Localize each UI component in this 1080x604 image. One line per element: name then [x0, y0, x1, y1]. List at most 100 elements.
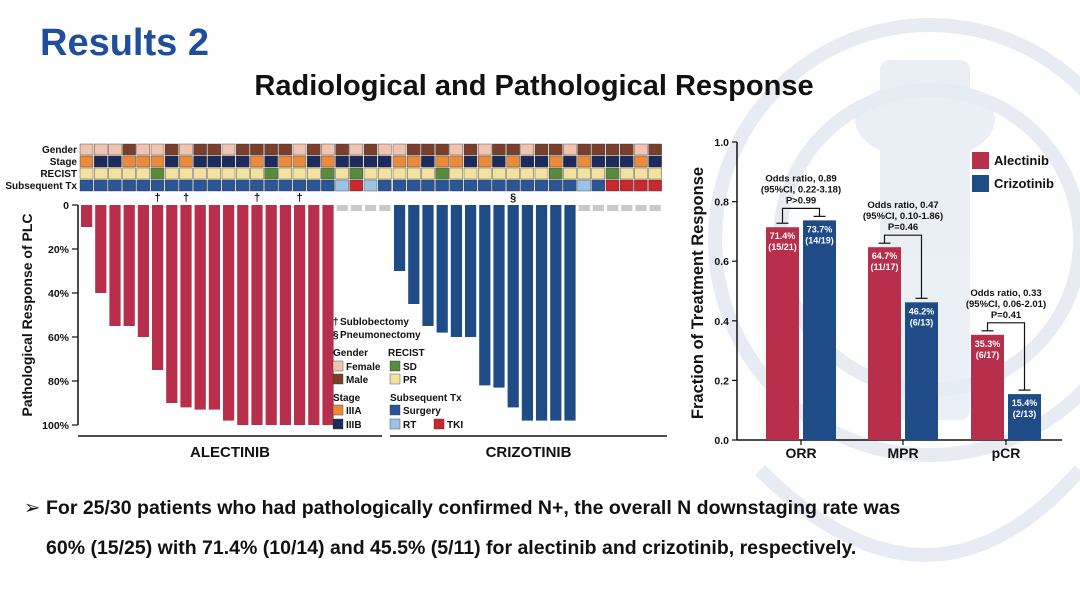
track-cell-stage	[164, 155, 179, 168]
not-evaluated-marker	[592, 205, 604, 211]
legend-swatch	[332, 418, 344, 430]
track-cell-recist	[634, 167, 648, 180]
track-cell-stage	[235, 155, 250, 168]
surgery-mark: †	[155, 192, 161, 204]
track-cell-tx	[93, 179, 108, 192]
slide-title: Radiological and Pathological Response	[254, 70, 814, 102]
legend-item: Male	[346, 375, 369, 386]
waterfall-bar	[493, 205, 505, 388]
track-cell-recist	[378, 167, 392, 180]
bullet-arrow-icon: ➢	[24, 497, 41, 519]
track-cell-tx	[307, 179, 321, 192]
waterfall-bar	[422, 205, 434, 326]
not-evaluated-marker	[336, 205, 348, 211]
track-cell-stage	[463, 155, 478, 168]
waterfall-bar	[294, 205, 306, 425]
not-evaluated-marker	[350, 205, 362, 211]
track-cell-stage	[278, 155, 292, 168]
response-bar-value-label: 15.4%	[1012, 398, 1038, 408]
track-cell-tx	[207, 179, 222, 192]
track-cell-recist	[164, 167, 179, 180]
track-cell-stage	[421, 155, 435, 168]
track-cell-tx	[620, 179, 634, 192]
response-bar-value-label: 73.7%	[807, 224, 833, 234]
track-cell-tx	[407, 179, 421, 192]
track-cell-gender	[108, 143, 122, 156]
response-bar	[971, 334, 1004, 440]
track-cell-gender	[492, 143, 506, 156]
track-cell-gender	[421, 143, 435, 156]
legend-title: Gender	[333, 348, 368, 359]
track-cell-gender	[549, 143, 563, 156]
track-cell-tx	[534, 179, 549, 192]
track-cell-tx	[235, 179, 250, 192]
response-bar-value-label: 46.2%	[909, 306, 935, 316]
track-cell-gender	[378, 143, 392, 156]
waterfall-bar	[550, 205, 562, 421]
response-legend-label: Crizotinib	[994, 176, 1054, 191]
track-cell-recist	[648, 167, 662, 180]
response-bar-count-label: (15/21)	[768, 242, 797, 252]
track-cell-tx	[463, 179, 478, 192]
surgery-mark: †	[183, 192, 189, 204]
track-cell-gender	[307, 143, 321, 156]
track-cell-gender	[591, 143, 605, 156]
waterfall-y-tick-label: 20%	[48, 244, 70, 256]
response-y-tick-label: 0.8	[714, 197, 729, 209]
track-cell-tx	[392, 179, 407, 192]
waterfall-y-tick-label: 60%	[48, 332, 70, 344]
track-cell-gender	[164, 143, 179, 156]
waterfall-bar	[109, 205, 121, 326]
track-cell-tx	[449, 179, 463, 192]
track-cell-gender	[392, 143, 407, 156]
track-cell-gender	[620, 143, 634, 156]
waterfall-bar	[166, 205, 178, 403]
waterfall-bar	[265, 205, 277, 425]
odds-ratio-label: Odds ratio, 0.33	[970, 288, 1041, 299]
confidence-interval-label: (95%CI, 0.06-2.01)	[966, 299, 1046, 310]
waterfall-y-tick-label: 80%	[48, 376, 70, 388]
track-cell-recist	[478, 167, 492, 180]
waterfall-bar	[521, 205, 533, 421]
waterfall-bar	[465, 205, 477, 337]
track-cell-gender	[634, 143, 648, 156]
response-y-tick-label: 0.0	[714, 435, 729, 447]
track-cell-gender	[449, 143, 463, 156]
response-bar	[803, 220, 836, 440]
track-cell-tx	[577, 179, 591, 192]
track-cell-stage	[108, 155, 122, 168]
track-cell-recist	[577, 167, 591, 180]
track-cell-tx	[264, 179, 278, 192]
response-bar-count-label: (14/19)	[805, 235, 834, 245]
track-cell-stage	[363, 155, 378, 168]
footnote-dagger-symbol: †	[333, 317, 339, 328]
waterfall-bar	[564, 205, 576, 421]
odds-ratio-label: Odds ratio, 0.89	[765, 173, 836, 184]
group-label: CRIZOTINIB	[486, 444, 572, 461]
confidence-interval-label: (95%CI, 0.10-1.86)	[863, 211, 943, 222]
waterfall-bar	[237, 205, 249, 425]
track-cell-recist	[93, 167, 108, 180]
track-cell-gender	[221, 143, 236, 156]
track-cell-stage	[534, 155, 549, 168]
track-label: Stage	[50, 157, 78, 168]
comparison-bracket	[883, 234, 923, 299]
response-y-tick-label: 0.2	[714, 375, 729, 387]
legend-swatch	[389, 404, 401, 416]
track-cell-stage	[93, 155, 108, 168]
response-bar	[868, 247, 901, 440]
track-cell-recist	[520, 167, 534, 180]
track-cell-recist	[235, 167, 250, 180]
footnote-dagger: Sublobectomy	[340, 317, 409, 328]
waterfall-bar	[81, 205, 93, 227]
track-cell-recist	[136, 167, 151, 180]
waterfall-bar	[507, 205, 519, 408]
legend-swatch	[332, 360, 344, 372]
waterfall-bar	[95, 205, 107, 293]
track-cell-stage	[221, 155, 236, 168]
track-cell-gender	[179, 143, 193, 156]
track-cell-gender	[136, 143, 151, 156]
takeaway-line-2: 60% (15/25) with 71.4% (10/14) and 45.5%…	[46, 537, 857, 559]
